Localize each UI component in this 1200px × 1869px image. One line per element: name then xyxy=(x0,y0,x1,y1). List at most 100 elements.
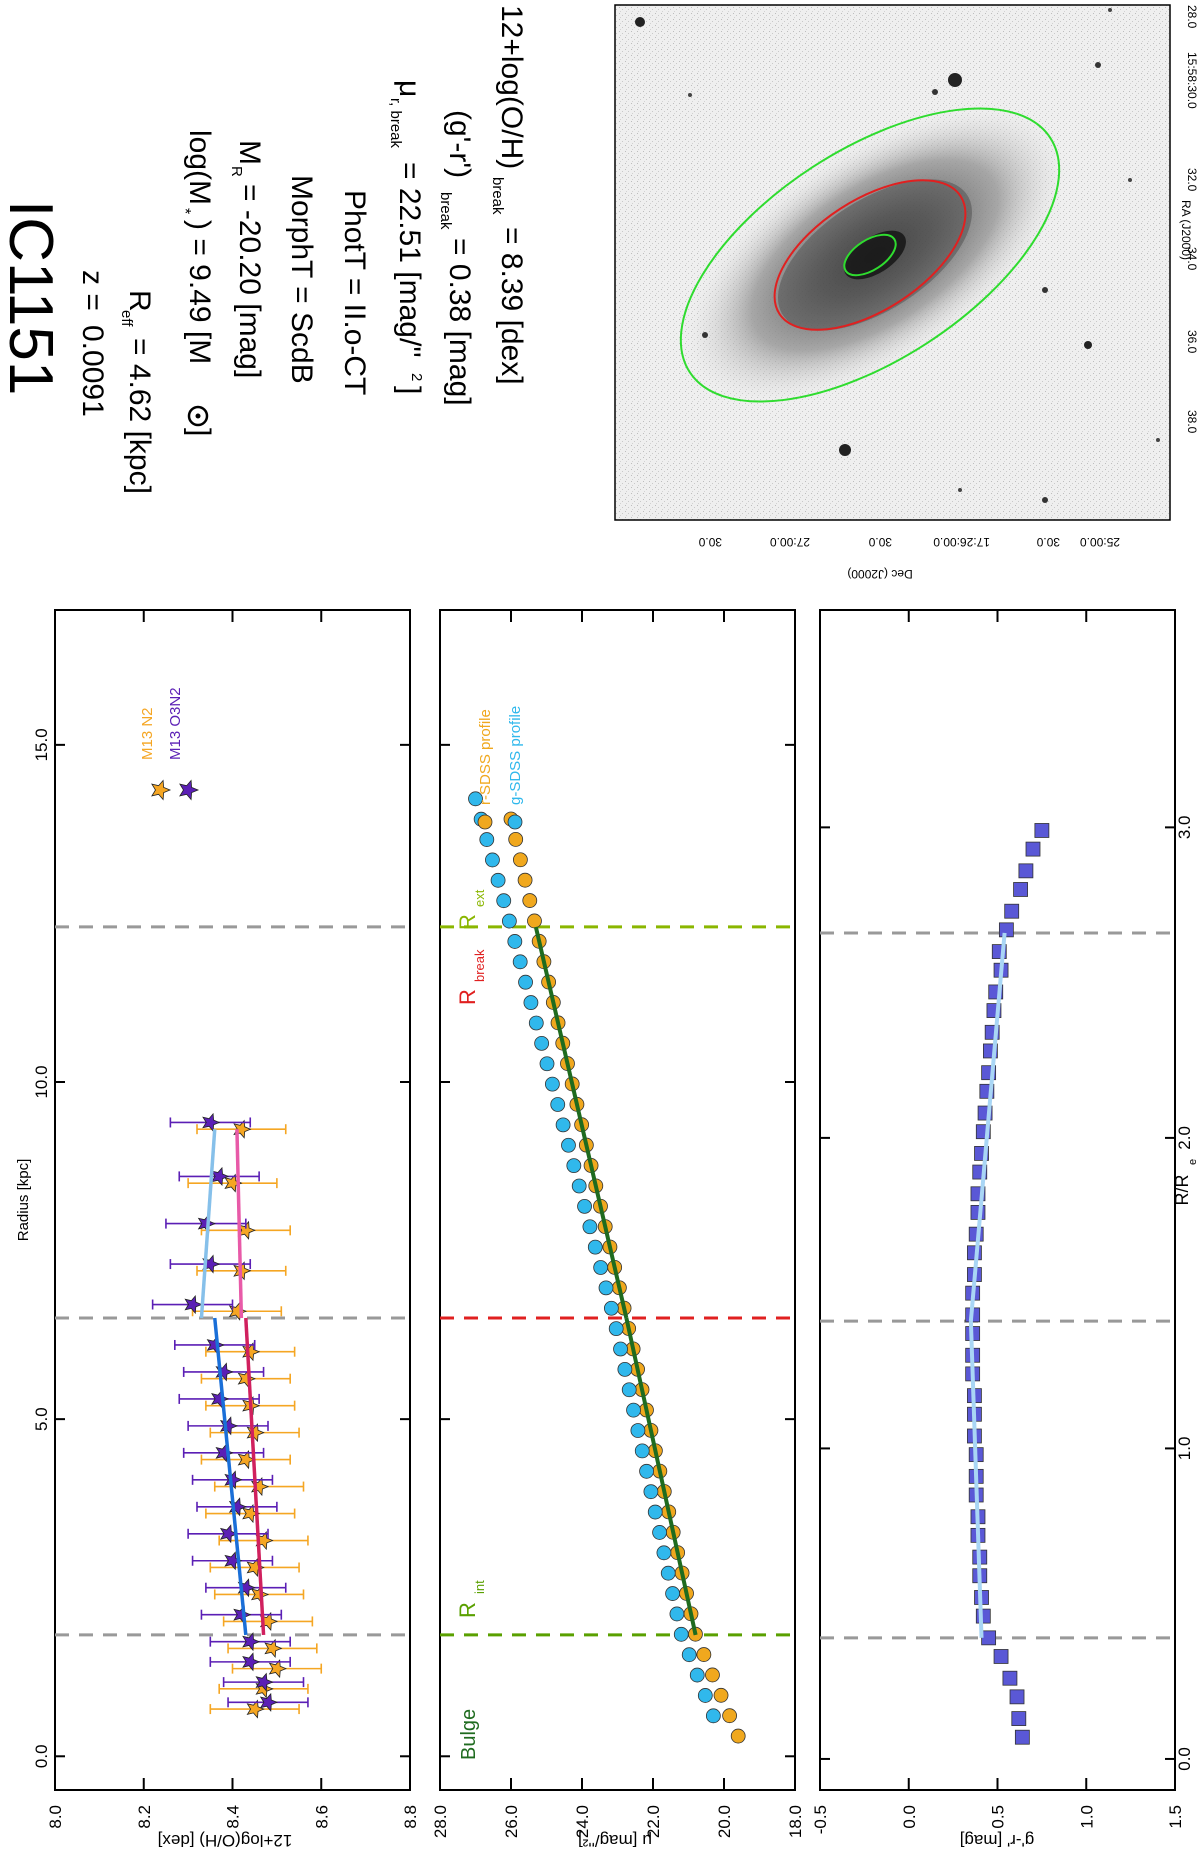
y-tick-label: 8.4 xyxy=(224,1805,243,1829)
star-mark xyxy=(688,93,692,97)
ra-axis-title: RA (J2000) xyxy=(1179,200,1193,260)
star-point xyxy=(255,1672,274,1692)
color-sub: break xyxy=(437,192,454,230)
panel-frame-surface-brightness xyxy=(439,609,796,1791)
star-mark xyxy=(635,17,645,27)
dec-tick: 30.0 xyxy=(698,535,722,549)
mu-close: ] xyxy=(393,386,426,394)
y-tick-label: 20.0 xyxy=(715,1805,734,1838)
star-mark xyxy=(932,89,938,95)
profile-point xyxy=(634,1443,650,1459)
legend-label: M13 N2 xyxy=(139,707,156,760)
profile-point xyxy=(496,893,512,909)
dec-tick: 30.0 xyxy=(868,535,892,549)
color-point xyxy=(1014,1729,1030,1745)
profile-point xyxy=(660,1565,676,1581)
profile-point xyxy=(517,872,533,888)
reff-value: = 4.62 [kpc] xyxy=(123,338,156,494)
profile-point xyxy=(621,1382,637,1398)
data-marks xyxy=(151,791,1050,1745)
region-label-bulge: Bulge xyxy=(458,1709,480,1760)
star-point xyxy=(242,1652,261,1672)
profile-point xyxy=(593,1260,609,1275)
profile-point xyxy=(555,1117,571,1133)
dec-tick: 25:00.0 xyxy=(1080,535,1120,549)
aperture-inner xyxy=(843,233,897,277)
star-mark xyxy=(1108,8,1112,12)
star-mark xyxy=(839,444,851,456)
legend-metallicity: M13 N2 M13 O3N2 xyxy=(139,687,200,801)
morph-type: MorphT = ScdB xyxy=(285,175,318,384)
image-y-ticks: 25:00.0 30.0 17:26:00.0 30.0 27:00.0 30.… xyxy=(698,535,1120,581)
y-axis-title: μ [mag/''²] xyxy=(578,1831,652,1850)
dec-tick: 17:26:00.0 xyxy=(933,535,990,549)
image-x-ticks: 38.0 36.0 34.0 32.0 15:58:30.0 28.0 RA (… xyxy=(1179,5,1199,434)
profile-point xyxy=(608,1321,624,1337)
ra-tick: 34.0 xyxy=(1185,247,1199,271)
star-point xyxy=(237,1220,256,1240)
radius-axis-title: Radius [kpc] xyxy=(15,1159,32,1242)
re-tick-label: 2.0 xyxy=(1175,1126,1194,1150)
gradient-fit-line xyxy=(199,1129,217,1319)
region-label-rbreak-sub: break xyxy=(472,949,487,982)
profile-point xyxy=(539,1056,555,1072)
y-axis-title: g'-r' [mag] xyxy=(960,1831,1035,1850)
star-mark xyxy=(958,488,962,492)
profile-point xyxy=(617,1361,633,1377)
legend-label: r-SDSS profile xyxy=(477,709,494,805)
region-label-rint: R xyxy=(455,1602,480,1618)
phot-type: PhotT = II.o-CT xyxy=(338,190,371,395)
color-label: (g'-r') xyxy=(443,110,476,178)
profile-point xyxy=(705,1667,720,1683)
profile-point xyxy=(665,1586,680,1601)
profile-point xyxy=(534,1035,550,1051)
color-fit-line xyxy=(968,932,1007,1322)
star-point xyxy=(202,1112,221,1132)
profile-point xyxy=(518,974,533,990)
dec-axis-title: Dec (J2000) xyxy=(847,567,912,581)
profile-fit-line xyxy=(533,926,629,1319)
color-point xyxy=(1011,1711,1027,1726)
z-label: z = xyxy=(76,270,109,311)
panel-frame-color xyxy=(819,609,1176,1791)
panel-frame-metallicity xyxy=(54,609,411,1791)
re-axis-title-sub: e xyxy=(1187,1159,1199,1165)
color-point xyxy=(1025,841,1041,857)
y-tick-label: 22.0 xyxy=(644,1805,663,1838)
star-mark xyxy=(1156,438,1160,442)
legend-point xyxy=(477,814,493,830)
re-tick-label: 3.0 xyxy=(1175,816,1194,840)
star-mark xyxy=(948,73,962,87)
profile-point xyxy=(571,1178,587,1194)
y-tick-label: 1.5 xyxy=(1166,1805,1185,1829)
color-point xyxy=(1002,1670,1018,1686)
radius-tick-label: 10.0 xyxy=(32,1065,51,1098)
reference-lines xyxy=(55,925,1175,1640)
info-line-reff: R eff = 4.62 [kpc] xyxy=(118,290,156,494)
y-tick-label: 8.6 xyxy=(312,1805,331,1829)
profile-point xyxy=(673,1626,689,1642)
aperture-outer xyxy=(679,107,1061,403)
mass-unit-close: ] xyxy=(183,428,216,436)
y-tick-label: 24.0 xyxy=(573,1805,592,1838)
profile-point xyxy=(522,893,538,908)
profile-point xyxy=(713,1687,729,1703)
y-tick-label: 1.0 xyxy=(1077,1805,1096,1829)
radius-tick-label: 0.0 xyxy=(32,1744,51,1768)
solar-symbol-icon xyxy=(187,405,209,427)
profile-point xyxy=(468,791,483,807)
star-point xyxy=(259,1692,279,1712)
star-point xyxy=(184,1295,203,1315)
profile-point xyxy=(479,832,495,847)
ra-tick: 28.0 xyxy=(1185,5,1199,29)
info-line-mr: M R = -20.20 [mag] xyxy=(228,140,266,378)
profile-point xyxy=(550,1097,566,1112)
galaxy-info: IC1151 z = 0.0091 R eff = 4.62 [kpc] log… xyxy=(0,5,528,494)
profile-point xyxy=(527,913,542,929)
profile-point xyxy=(512,852,528,868)
profile-point xyxy=(689,1667,705,1683)
profile-point xyxy=(561,1137,576,1153)
y-axis-title: 12+log(O/H) [dex] xyxy=(158,1831,293,1850)
profile-point xyxy=(523,995,539,1010)
color-point xyxy=(1018,863,1034,879)
